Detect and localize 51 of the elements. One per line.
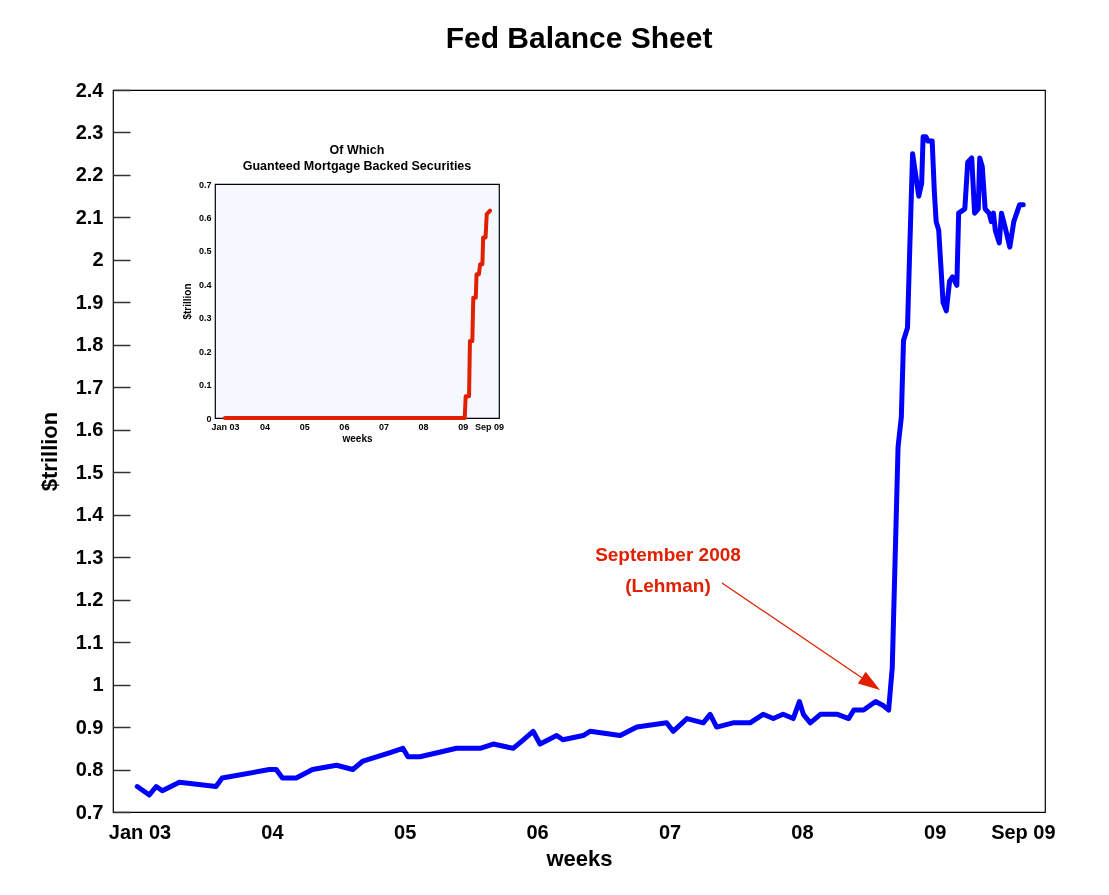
chart-title: Of Which	[329, 143, 385, 157]
y-tick-label: 0.7	[198, 179, 212, 190]
x-tick-label: 05	[394, 820, 417, 843]
y-tick-label: 2.2	[75, 163, 104, 186]
x-axis-title: weeks	[341, 432, 373, 444]
y-tick-label: 0.3	[198, 313, 212, 324]
x-tick-label: 07	[378, 421, 389, 432]
x-tick-label: 06	[526, 820, 549, 843]
y-tick-label: 1.5	[75, 460, 104, 483]
y-tick-label: 0.8	[75, 758, 104, 781]
x-tick-label: 06	[339, 421, 350, 432]
x-tick-label: 09	[458, 421, 469, 432]
y-tick-label: 2.3	[75, 120, 104, 143]
line-series	[222, 208, 492, 420]
y-tick-label: 1.8	[75, 333, 104, 356]
y-tick-label: 0.4	[198, 279, 212, 290]
x-axis-title: weeks	[545, 845, 613, 871]
x-tick-label: 08	[418, 421, 429, 432]
y-tick-label: 1.9	[75, 290, 104, 313]
y-axis-title: $trillion	[181, 283, 193, 320]
x-tick-label: Jan 03	[108, 820, 172, 843]
y-tick-label: 0.9	[75, 715, 104, 738]
y-tick-label: 2.1	[75, 205, 104, 228]
chart-subtitle: Guanteed Mortgage Backed Securities	[242, 158, 472, 173]
y-tick-label: 2	[92, 248, 104, 271]
y-axis-title: $trillion	[36, 411, 62, 492]
x-tick-label: 07	[658, 820, 682, 843]
y-tick-label: 1.1	[75, 630, 104, 653]
y-tick-label: 0.5	[198, 246, 212, 257]
x-tick-label: 09	[924, 820, 947, 843]
x-tick-label: Jan 03	[211, 421, 240, 432]
y-tick-label: 0.6	[198, 212, 212, 223]
y-tick-label: 1	[92, 673, 104, 696]
chart-title: Fed Balance Sheet	[445, 21, 713, 54]
x-tick-label: Sep 09	[475, 421, 505, 432]
y-tick-label: 0.1	[198, 380, 212, 391]
y-tick-label: 2.4	[75, 78, 105, 101]
x-tick-label: 08	[791, 820, 814, 843]
x-tick-label: 04	[261, 820, 285, 843]
x-tick-label: Sep 09	[991, 820, 1056, 843]
y-tick-label: 1.4	[75, 503, 105, 526]
y-tick-label: 1.3	[75, 545, 104, 568]
y-tick-label: 0.7	[75, 800, 104, 823]
y-tick-label: 1.2	[75, 588, 104, 611]
y-tick-label: 1.6	[75, 418, 104, 441]
y-tick-label: 0	[206, 413, 212, 424]
annotation: September 2008 (Lehman)	[595, 544, 741, 596]
y-tick-label: 0.2	[198, 346, 212, 357]
x-tick-label: 05	[299, 421, 310, 432]
x-tick-label: 04	[260, 421, 271, 432]
y-tick-label: 1.7	[75, 375, 104, 398]
